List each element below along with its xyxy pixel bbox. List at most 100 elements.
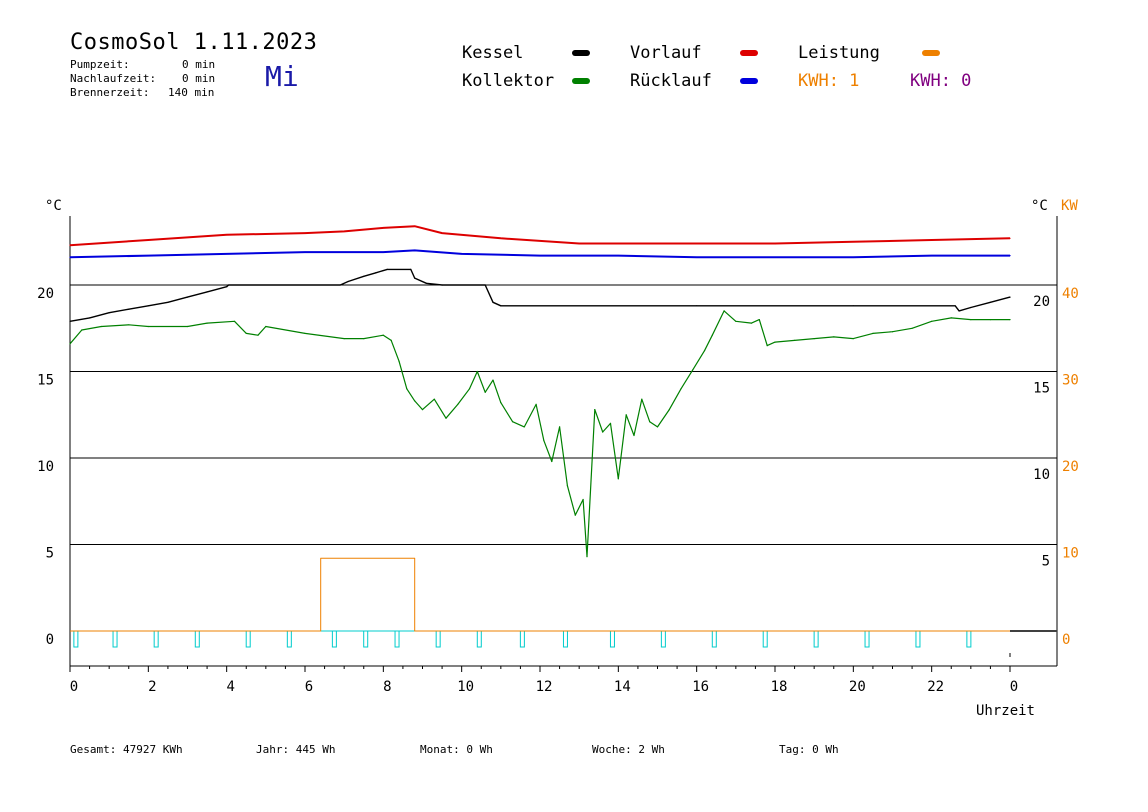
data-point-kollektor bbox=[649, 421, 651, 423]
y2-tick-label-20: 20 bbox=[1062, 459, 1079, 475]
x-tick-label-2: 4 bbox=[226, 679, 234, 695]
data-point-kollektor bbox=[594, 409, 596, 411]
data-point-kollektor bbox=[574, 514, 576, 516]
data-point-kollektor bbox=[304, 332, 306, 334]
pump-marker bbox=[562, 630, 568, 648]
data-point-kollektor bbox=[343, 338, 345, 340]
y-right-tick-label-15: 15 bbox=[1033, 381, 1050, 397]
data-point-kollektor bbox=[750, 322, 753, 324]
data-point-kessel bbox=[89, 317, 91, 319]
series-line-kessel bbox=[69, 268, 1011, 322]
data-point-kessel bbox=[147, 305, 149, 307]
data-point-kollektor bbox=[989, 319, 992, 321]
footer-monat: Monat: 0 Wh bbox=[420, 743, 493, 756]
x-tick-label-12: 0 bbox=[1010, 679, 1018, 695]
data-point-ruecklauf bbox=[414, 249, 416, 251]
data-point-ruecklauf bbox=[461, 253, 463, 255]
data-point-kollektor bbox=[390, 339, 392, 341]
data-point-vorlauf bbox=[226, 234, 228, 236]
pump-marker bbox=[331, 630, 337, 648]
data-point-kollektor bbox=[445, 417, 447, 419]
x-tick-label-11: 22 bbox=[927, 679, 944, 695]
pump-marker bbox=[609, 630, 615, 648]
data-point-kollektor bbox=[233, 320, 236, 322]
data-point-kollektor bbox=[872, 332, 874, 334]
y-left-tick-label-5: 5 bbox=[46, 546, 54, 562]
data-point-kollektor bbox=[794, 339, 796, 341]
data-point-kollektor bbox=[758, 319, 760, 321]
footer-woche: Woche: 2 Wh bbox=[592, 743, 665, 756]
pump-marker bbox=[476, 630, 482, 648]
legend-vorlauf-label: Vorlauf bbox=[630, 43, 702, 63]
y2-unit: KW bbox=[1061, 198, 1078, 214]
x-tick-label-0: 0 bbox=[70, 679, 78, 695]
data-point-kollektor bbox=[382, 334, 384, 336]
data-point-kollektor bbox=[559, 426, 561, 428]
data-point-kollektor bbox=[970, 319, 972, 321]
data-point-vorlauf bbox=[304, 232, 306, 234]
pump-marker bbox=[286, 630, 292, 648]
data-point-kollektor bbox=[523, 426, 525, 428]
pump-marker bbox=[363, 630, 369, 648]
pump-marker bbox=[915, 630, 921, 648]
stat-pumpzeit-value: 0 min bbox=[182, 58, 216, 71]
y-right-tick-label-10: 10 bbox=[1033, 467, 1050, 483]
data-point-kessel bbox=[206, 291, 208, 293]
data-point-kessel bbox=[186, 296, 189, 298]
data-point-kollektor bbox=[128, 324, 130, 326]
y-left-unit: °C bbox=[45, 198, 62, 214]
y-left-tick-label-10: 10 bbox=[37, 459, 54, 475]
data-point-ruecklauf bbox=[304, 251, 306, 253]
data-point-ruecklauf bbox=[931, 255, 933, 257]
data-point-kollektor bbox=[774, 341, 776, 343]
data-point-vorlauf bbox=[500, 237, 502, 239]
data-point-kessel bbox=[1009, 296, 1011, 298]
pump-marker bbox=[153, 630, 159, 648]
x-tick-label-5: 10 bbox=[457, 679, 474, 695]
legend-ruecklauf-swatch bbox=[740, 78, 758, 84]
legend-kollektor-swatch bbox=[572, 78, 590, 84]
x-tick-label-8: 16 bbox=[692, 679, 709, 695]
legend-kwh-2: KWH: 0 bbox=[910, 71, 972, 91]
data-point-kollektor bbox=[723, 310, 725, 312]
x-tick-label-4: 8 bbox=[383, 679, 391, 695]
data-point-kollektor bbox=[414, 400, 416, 402]
data-point-vorlauf bbox=[696, 242, 698, 245]
data-point-kollektor bbox=[257, 334, 259, 336]
data-point-kollektor bbox=[500, 402, 502, 404]
data-point-kollektor bbox=[100, 325, 102, 328]
chart-title: CosmoSol 1.11.2023 bbox=[70, 30, 318, 55]
stat-brennerzeit-value: 140 min bbox=[168, 86, 215, 99]
y-left-tick-label-20: 20 bbox=[37, 286, 54, 302]
data-point-ruecklauf bbox=[226, 253, 228, 255]
y-right-tick-label-20: 20 bbox=[1033, 294, 1050, 310]
data-point-kollektor bbox=[586, 556, 588, 558]
data-point-kollektor bbox=[813, 338, 815, 340]
y2-tick-label-30: 30 bbox=[1062, 373, 1079, 389]
legend-leistung-swatch bbox=[922, 50, 940, 56]
data-point-vorlauf bbox=[774, 242, 776, 245]
data-point-kessel bbox=[386, 268, 388, 270]
x-tick-label-6: 12 bbox=[536, 679, 553, 695]
data-point-kollektor bbox=[406, 388, 408, 390]
data-point-kollektor bbox=[602, 431, 604, 433]
series-line-leistung bbox=[70, 557, 1010, 632]
stat-nachlaufzeit-value: 0 min bbox=[182, 72, 216, 85]
x-tick-label-7: 14 bbox=[614, 679, 631, 695]
data-point-kessel bbox=[374, 272, 377, 274]
data-point-kessel bbox=[69, 320, 71, 322]
pump-marker bbox=[73, 630, 79, 648]
data-point-kollektor bbox=[421, 409, 424, 411]
legend-kollektor-label: Kollektor bbox=[462, 71, 555, 91]
data-point-kollektor bbox=[206, 322, 208, 324]
data-point-kollektor bbox=[582, 498, 584, 501]
data-point-kessel bbox=[492, 301, 494, 303]
data-point-kollektor bbox=[625, 414, 627, 416]
pump-marker bbox=[519, 630, 525, 648]
data-point-kollektor bbox=[931, 320, 933, 322]
data-point-kollektor bbox=[766, 345, 768, 347]
data-point-vorlauf bbox=[852, 241, 854, 243]
data-point-kollektor bbox=[711, 334, 713, 336]
data-point-kollektor bbox=[492, 379, 494, 381]
data-point-kollektor bbox=[1009, 319, 1011, 321]
